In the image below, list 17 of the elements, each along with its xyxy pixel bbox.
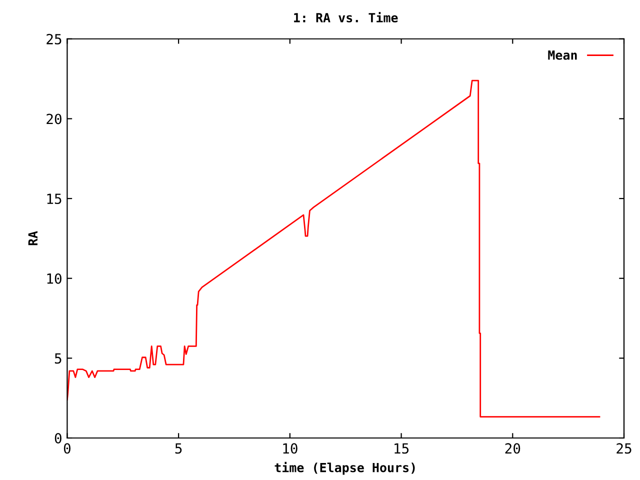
line-series (67, 80, 600, 418)
x-tick-label: 20 (505, 443, 520, 454)
y-axis-title: RA (28, 231, 38, 246)
y-tick-label: 10 (47, 273, 62, 284)
x-axis-title: time (Elapse Hours) (274, 462, 415, 475)
x-tick-label: 25 (616, 443, 632, 454)
x-tick-label: 5 (175, 443, 182, 454)
y-tick-label: 15 (47, 194, 62, 204)
x-tick-label: 0 (64, 443, 70, 454)
x-tick-label: 15 (394, 443, 409, 454)
x-tick-label: 10 (283, 443, 298, 454)
y-tick-label: 20 (46, 114, 62, 124)
y-tick-label: 0 (54, 433, 62, 444)
y-tick-label: 25 (46, 34, 62, 44)
legend-label: Mean (548, 50, 577, 60)
chart-title: 1: RA vs. Time (294, 12, 398, 22)
y-tick-label: 5 (54, 353, 62, 364)
